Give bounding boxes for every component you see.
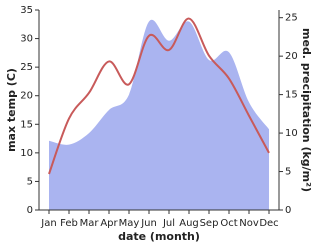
y-axis-title: max temp (C): [5, 68, 18, 152]
y2-axis-title: med. precipitation (kg/m²): [300, 28, 313, 192]
x-tick-label: Jun: [140, 218, 157, 229]
x-tick-label: Dec: [259, 218, 278, 229]
x-axis-title: date (month): [118, 230, 200, 243]
temperature-line: [48, 17, 270, 175]
y-tick-label: 35: [20, 5, 33, 16]
y2-tick-label: 15: [285, 90, 298, 101]
y-tick-label: 30: [20, 34, 33, 45]
x-tick-label: Aug: [179, 218, 199, 229]
x-tick-label: May: [119, 218, 140, 229]
y-tick-label: 10: [20, 148, 33, 159]
y-tick-label: 25: [20, 62, 33, 73]
x-tick-label: Oct: [220, 218, 237, 229]
x-tick-label: Jan: [40, 218, 56, 229]
y-tick-label: 0: [27, 205, 33, 216]
y2-tick-label: 20: [285, 51, 298, 62]
precipitation-area: [49, 19, 269, 211]
y2-tick-label: 10: [285, 128, 298, 139]
y-tick-label: 5: [27, 176, 33, 187]
x-tick-label: Mar: [80, 218, 100, 229]
x-tick-label: Nov: [239, 218, 259, 229]
y-tick-label: 20: [20, 91, 33, 102]
y-tick-label: 15: [20, 119, 33, 130]
x-tick-label: Feb: [60, 218, 78, 229]
x-tick-label: Jul: [162, 218, 175, 229]
y2-tick-label: 5: [285, 167, 291, 178]
y2-tick-label: 0: [285, 205, 291, 216]
x-tick-label: Apr: [100, 218, 118, 229]
x-tick-label: Sep: [200, 218, 219, 229]
y2-tick-label: 25: [285, 13, 298, 24]
